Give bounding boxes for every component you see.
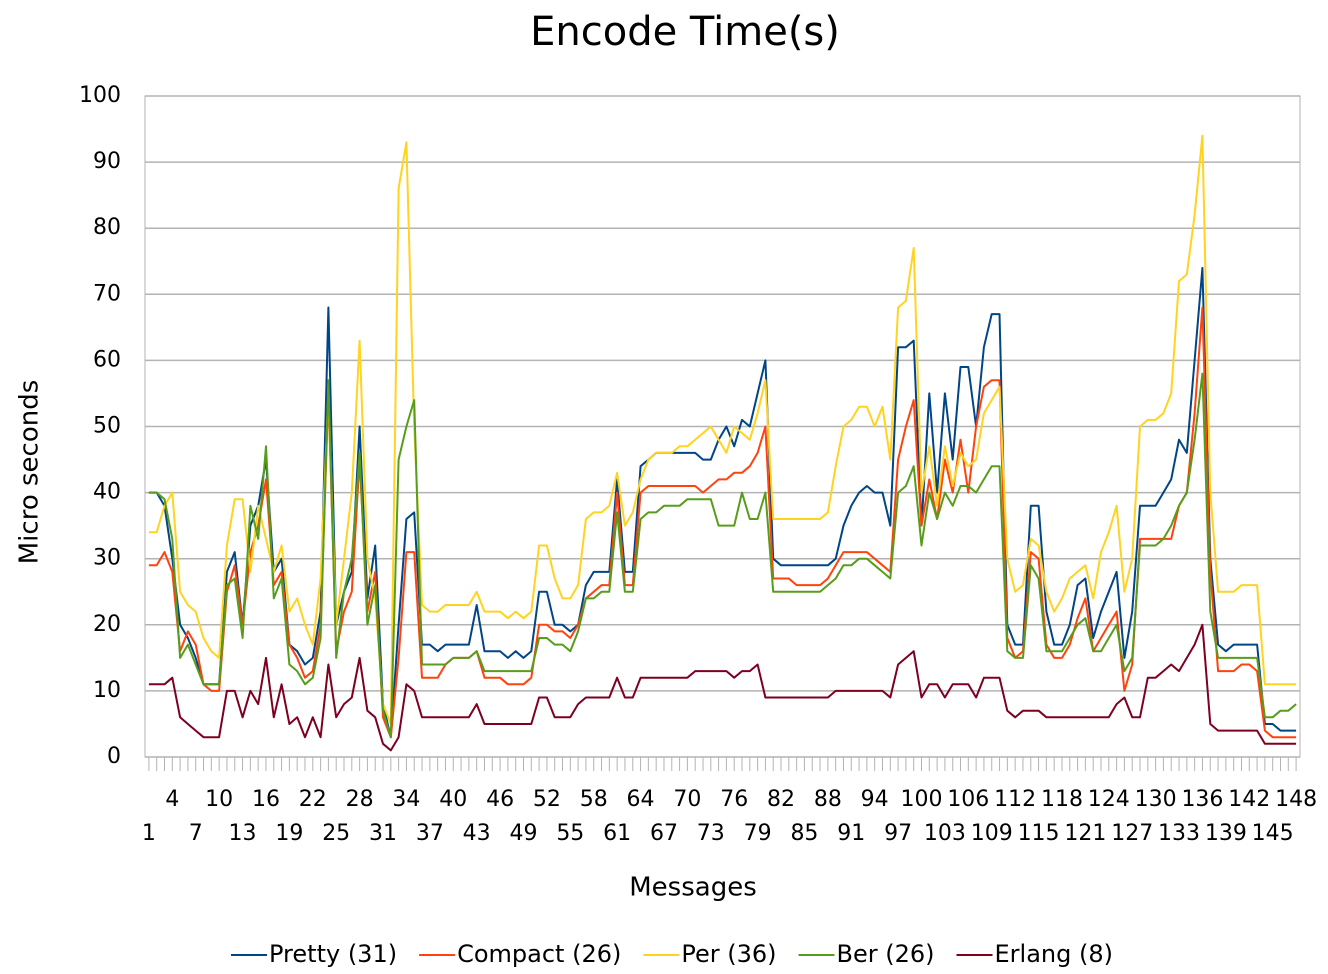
- y-tick-label: 20: [93, 612, 121, 637]
- legend-label: Per (36): [681, 940, 776, 968]
- legend: Pretty (31) Compact (26) Per (36) Ber (26) E…: [231, 940, 1113, 968]
- x-tick-label: 61: [603, 821, 631, 846]
- series-line: [148, 623, 1297, 752]
- x-tick-label: 112: [994, 787, 1036, 812]
- x-tick-label: 40: [439, 787, 467, 812]
- x-tick-label: 115: [1018, 821, 1060, 846]
- x-tick-label: 7: [189, 821, 203, 846]
- x-tick-label: 16: [252, 787, 280, 812]
- x-tick-label: 79: [744, 821, 772, 846]
- x-tick-label: 130: [1135, 787, 1177, 812]
- x-tick-label: 94: [861, 787, 889, 812]
- x-tick-label: 28: [346, 787, 374, 812]
- series-line: [148, 372, 1297, 739]
- y-tick-label: 10: [93, 678, 121, 703]
- x-tick-label: 34: [392, 787, 420, 812]
- legend-label: Pretty (31): [269, 940, 397, 968]
- y-tick-label: 100: [79, 83, 121, 108]
- legend-label: Compact (26): [457, 940, 621, 968]
- x-tick-label: 145: [1252, 821, 1294, 846]
- y-tick-label: 70: [93, 281, 121, 306]
- legend-label: Ber (26): [837, 940, 935, 968]
- x-tick-label: 10: [205, 787, 233, 812]
- x-axis-label: Messages: [629, 873, 757, 903]
- y-tick-label: 60: [93, 347, 121, 372]
- x-tick-label: 118: [1041, 787, 1083, 812]
- x-tick-label: 85: [790, 821, 818, 846]
- x-tick-label: 91: [837, 821, 865, 846]
- y-tick-label: 90: [93, 149, 121, 174]
- x-tick-label: 82: [767, 787, 795, 812]
- x-tick-label: 133: [1158, 821, 1200, 846]
- x-tick-label: 46: [486, 787, 514, 812]
- x-tick-label: 127: [1111, 821, 1153, 846]
- y-tick-label: 50: [93, 414, 121, 439]
- x-tick-label: 67: [650, 821, 678, 846]
- x-tick-label: 100: [901, 787, 943, 812]
- x-tick-label: 1: [142, 821, 156, 846]
- x-tick-label: 124: [1088, 787, 1130, 812]
- y-tick-label: 40: [93, 480, 121, 505]
- x-tick-label: 49: [509, 821, 537, 846]
- y-axis-label: Micro seconds: [15, 380, 45, 565]
- x-tick-label: 103: [924, 821, 966, 846]
- y-tick-label: 0: [107, 744, 121, 769]
- series-line: [148, 266, 1297, 739]
- x-tick-label: 64: [627, 787, 655, 812]
- x-tick-label: 58: [580, 787, 608, 812]
- x-tick-label: 55: [556, 821, 584, 846]
- x-tick-label: 73: [697, 821, 725, 846]
- y-tick-label: 80: [93, 215, 121, 240]
- x-tick-label: 43: [463, 821, 491, 846]
- series-line: [148, 306, 1297, 739]
- chart-title: Encode Time(s): [530, 9, 840, 55]
- x-tick-label: 19: [275, 821, 303, 846]
- x-tick-label: 31: [369, 821, 397, 846]
- x-tick-label: 25: [322, 821, 350, 846]
- x-tick-label: 37: [416, 821, 444, 846]
- x-tick-label: 142: [1228, 787, 1270, 812]
- x-tick-label: 88: [814, 787, 842, 812]
- x-tick-label: 70: [673, 787, 701, 812]
- x-tick-label: 148: [1275, 787, 1317, 812]
- x-tick-label: 22: [299, 787, 327, 812]
- x-tick-label: 76: [720, 787, 748, 812]
- x-tick-label: 121: [1064, 821, 1106, 846]
- x-tick-label: 13: [229, 821, 257, 846]
- series-line: [148, 134, 1297, 725]
- legend-label: Erlang (8): [995, 940, 1113, 968]
- x-tick-label: 97: [884, 821, 912, 846]
- x-tick-label: 139: [1205, 821, 1247, 846]
- y-tick-label: 30: [93, 546, 121, 571]
- x-tick-label: 106: [947, 787, 989, 812]
- x-tick-label: 4: [165, 787, 179, 812]
- x-tick-label: 52: [533, 787, 561, 812]
- x-tick-label: 109: [971, 821, 1013, 846]
- x-tick-label: 136: [1181, 787, 1223, 812]
